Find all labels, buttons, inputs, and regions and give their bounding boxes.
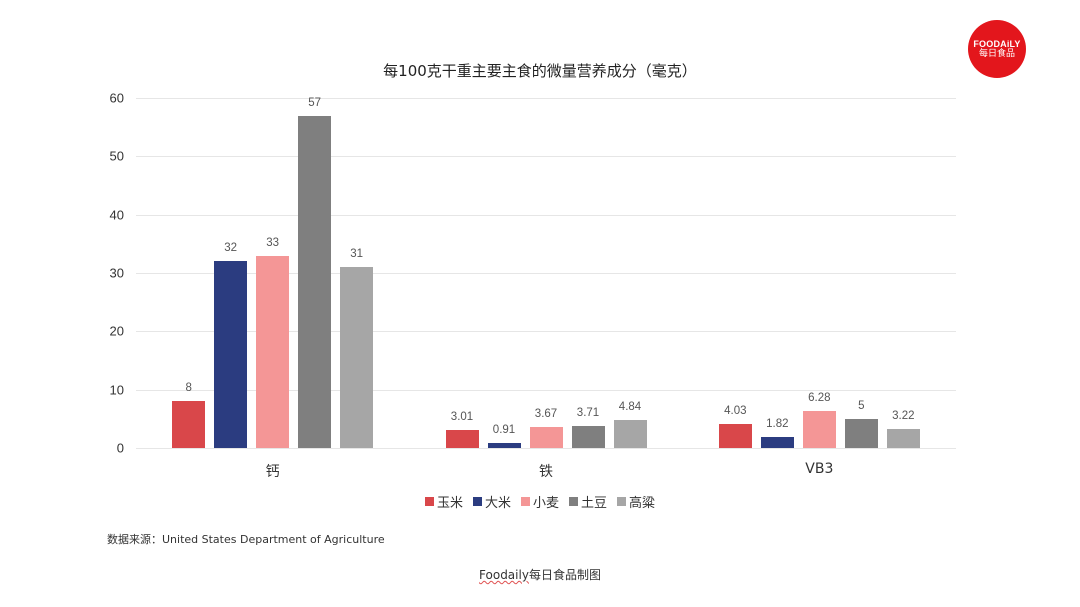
gridline <box>136 273 956 274</box>
chart-legend: 玉米 大米 小麦 土豆 高粱 <box>0 492 1080 511</box>
bar-小麦-钙 <box>256 255 290 448</box>
y-axis-tick-label: 0 <box>116 440 124 456</box>
data-label: 0.91 <box>492 423 516 436</box>
y-axis-tick-label: 10 <box>109 382 124 398</box>
bar-土豆-钙 <box>298 115 332 448</box>
legend-swatch-icon <box>472 497 482 506</box>
y-axis-tick-label: 20 <box>109 323 124 339</box>
legend-label: 小麦 <box>532 496 559 511</box>
legend-item: 大米 <box>472 492 511 511</box>
gridline <box>136 156 956 157</box>
legend-item: 玉米 <box>424 492 463 511</box>
data-source-note: 数据来源：United States Department of Agricul… <box>107 533 385 546</box>
bar-高粱-VB3 <box>886 429 920 448</box>
gridline <box>136 215 956 216</box>
y-axis-tick-label: 50 <box>109 148 124 164</box>
gridline <box>136 331 956 332</box>
bar-高粱-铁 <box>613 419 647 448</box>
bar-玉米-VB3 <box>718 424 752 448</box>
bar-小麦-铁 <box>529 426 563 448</box>
bar-高粱-钙 <box>340 267 374 448</box>
data-label: 4.03 <box>724 405 747 418</box>
bar-玉米-铁 <box>445 430 479 448</box>
legend-swatch-icon <box>424 497 434 506</box>
data-label: 1.82 <box>766 418 789 431</box>
x-axis-category-label: 钙 <box>265 464 280 480</box>
data-label: 31 <box>350 248 364 261</box>
bar-小麦-VB3 <box>802 411 836 448</box>
legend-label: 玉米 <box>436 496 463 511</box>
gridline <box>136 448 956 449</box>
data-label: 33 <box>266 236 280 249</box>
legend-item: 土豆 <box>569 492 607 511</box>
data-label: 32 <box>224 242 238 255</box>
bar-大米-钙 <box>214 261 248 448</box>
gridline <box>136 98 956 99</box>
bar-玉米-钙 <box>172 401 206 448</box>
data-label: 4.84 <box>618 400 642 413</box>
legend-swatch-icon <box>617 497 627 506</box>
legend-label: 大米 <box>484 496 511 511</box>
bar-土豆-铁 <box>571 426 605 448</box>
chart-credit: Foodaily每日食品制图 <box>0 566 1080 583</box>
legend-item: 高粱 <box>617 492 655 511</box>
foodaily-logo: FOODAiLY 每日食品 <box>968 20 1026 78</box>
logo-text-en: FOODAiLY <box>973 38 1021 49</box>
legend-label: 土豆 <box>581 496 608 511</box>
data-label: 6.28 <box>808 392 831 405</box>
gridline <box>136 390 956 391</box>
data-label: 57 <box>308 96 322 109</box>
credit-brand: Foodaily <box>479 568 529 582</box>
credit-text: 每日食品制图 <box>528 568 601 582</box>
x-axis-category-label: 铁 <box>539 464 553 480</box>
data-label: 3.22 <box>892 410 915 423</box>
data-label: 5 <box>858 399 865 412</box>
chart-title: 每100克干重主要主食的微量营养成分（毫克） <box>383 62 697 80</box>
bar-土豆-VB3 <box>844 418 878 448</box>
logo-text-cn: 每日食品 <box>978 48 1015 59</box>
data-label: 3.67 <box>534 407 558 420</box>
bar-大米-铁 <box>487 442 521 448</box>
legend-swatch-icon <box>520 497 530 506</box>
data-label: 3.01 <box>450 411 474 424</box>
bar-大米-VB3 <box>760 437 794 448</box>
data-label: 8 <box>185 382 192 395</box>
y-axis-tick-label: 40 <box>109 207 124 223</box>
data-label: 3.71 <box>576 407 600 420</box>
y-axis-tick-label: 60 <box>109 90 124 106</box>
x-axis-category-label: VB3 <box>805 461 834 477</box>
legend-label: 高粱 <box>629 496 656 511</box>
y-axis-tick-label: 30 <box>109 265 124 281</box>
legend-swatch-icon <box>569 497 578 506</box>
legend-item: 小麦 <box>520 492 559 511</box>
